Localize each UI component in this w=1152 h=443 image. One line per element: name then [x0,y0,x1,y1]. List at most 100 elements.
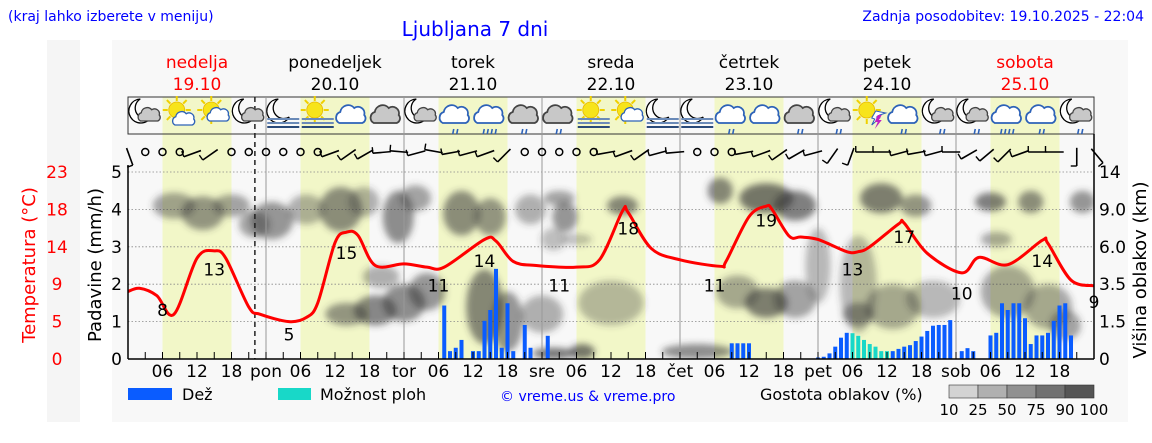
wind-barb [841,162,848,166]
rain-bar [1011,303,1016,359]
x-tick-hour: 12 [738,362,760,382]
wind-shaft [476,149,495,158]
rain-drop [559,128,563,135]
density-label: 25 [968,401,987,419]
x-tick-hour: 18 [1049,362,1071,382]
sun-ray [856,115,862,121]
precipitation-tick: 5 [111,163,122,183]
wind-barb [181,150,185,158]
calm-wind-icon [175,147,184,157]
cloud-rain-icon [714,104,746,135]
rain-bar [442,305,447,359]
cloud-shape [542,104,574,124]
showers-bar [879,351,884,359]
density-label: 75 [1026,401,1045,419]
copyright-link[interactable]: © vreme.us & vreme.pro [500,389,675,405]
wind-barb [821,159,828,165]
wind-barb-icon [474,149,495,158]
wind-barb-icon [646,149,668,157]
cloud-layer [474,198,506,236]
cloud-shape [749,104,781,124]
rain-bar [488,310,493,359]
rain-bar [482,320,487,359]
x-tick-day: pon [250,362,282,382]
rain-bar [908,345,912,359]
day-date: 24.10 [863,75,912,95]
wind-barb-icon [198,148,219,161]
wind-shaft [665,150,685,155]
moon-cloud-icon [404,98,437,124]
sun-ray [200,99,206,105]
wind-barb-icon [612,149,633,158]
legend: Dež Možnost ploh © vreme.us & vreme.pro … [128,384,1108,419]
x-tick-hour: 18 [911,362,933,382]
wind-barb-icon [664,147,685,155]
rain-drop [1003,128,1007,135]
showers-bar [873,346,878,359]
cloud-layer [860,183,903,214]
density-label: 50 [997,401,1016,419]
cloud-shape [206,107,230,122]
rain-drop [977,128,981,135]
sun-ray [166,99,172,105]
temperature-label: 13 [203,260,225,280]
density-swatch [1006,384,1037,399]
temperature-tick: 18 [46,200,68,220]
wind-barb [993,157,999,163]
cloud-rain-heavy-icon [990,104,1022,135]
x-tick-day: sre [529,362,555,382]
cloud-layer [408,272,446,311]
wind-barb-icon [872,146,892,153]
rain-bar [925,330,930,359]
wind-shaft [441,150,461,156]
wind-barb [888,149,892,156]
temperature-label: 14 [1031,252,1053,272]
cloud-layer [552,201,578,232]
moon-cloud-rain-icon [818,98,851,135]
precipitation-axis-title: Padavine (mm/h) [85,188,106,342]
wind-barb-icon [888,149,909,157]
wind-shaft [202,148,219,161]
wind-shaft [407,150,426,157]
last-updated: Zadnja posodobitev: 19.10.2025 - 22:04 [862,9,1144,25]
cloud-rain-icon [887,104,919,135]
temperature-label: 17 [893,228,915,248]
temperature-label: 8 [157,301,168,321]
wind-barb-icon [841,147,855,166]
rain-bar [896,348,901,359]
cloud-layer [400,185,431,212]
temperature-line [127,203,1095,324]
wind-shaft [1011,149,1030,158]
cloud-shape [413,107,437,122]
wind-shaft [788,149,805,160]
menu-note-link[interactable]: (kraj lahko izberete v meniju) [8,9,214,25]
wind-barb [750,150,754,158]
wind-shaft [614,149,633,158]
rain-bar [1051,320,1056,359]
x-axis-ticks: 06 12 18 pon 06 12 18 tor 06 12 18 sre 06 12 18 čet 06 12… [144,352,1078,382]
cloud-shape [1025,104,1057,124]
calm-wind-icon [313,147,322,157]
wind-barb-icon [336,148,357,161]
sun-thunder-icon [852,96,888,129]
cloud-shape [240,107,265,122]
wind-barb [957,153,962,160]
cloud-layer [900,194,932,217]
moon-cloud-icon [231,98,265,124]
day-date: 23.10 [725,75,774,95]
icon-row-frame [127,96,1095,135]
rain-bar [959,351,964,359]
day-date: 19.10 [173,75,222,95]
wind-barb-icon [440,148,461,156]
rain-bar [511,351,516,359]
temperature-tick: 14 [46,238,68,258]
rain-bar [919,336,924,359]
wind-shaft [960,149,978,160]
rain-drop [451,128,455,135]
wind-barb [424,143,427,150]
wind-barb [353,153,358,160]
cloud-layer [980,231,1012,247]
rain-drop [904,128,908,135]
wind-shaft [979,148,995,162]
sun-ray [630,99,636,105]
